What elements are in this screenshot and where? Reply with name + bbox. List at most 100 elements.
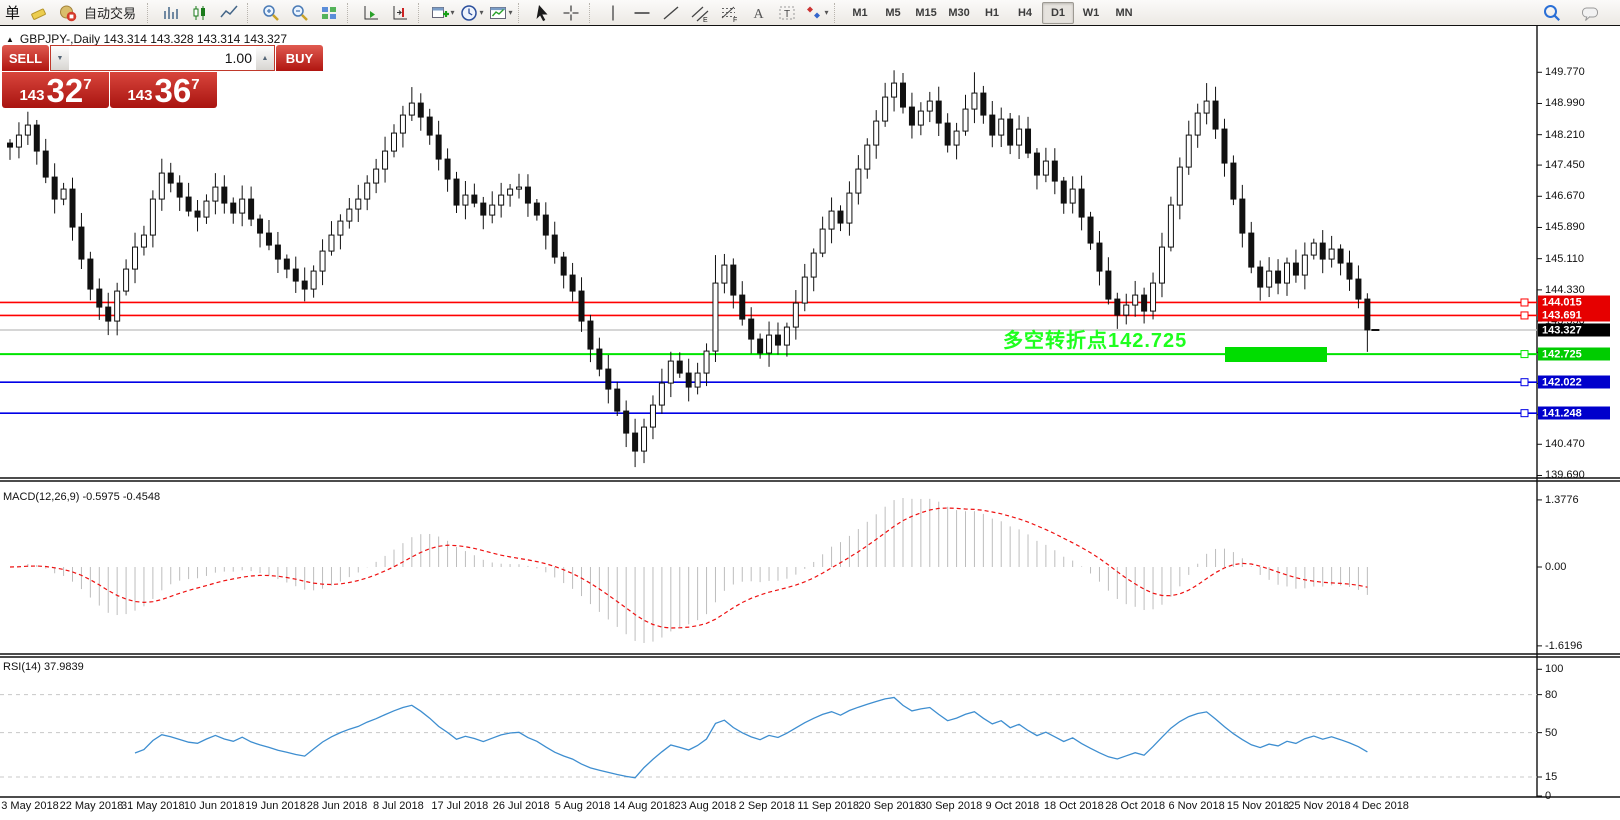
hline-price-label: 142.725	[1538, 347, 1610, 361]
rsi-axis-tick: 80	[1545, 688, 1558, 701]
hline-anchor[interactable]	[1520, 378, 1529, 387]
hline-price-label: 142.022	[1538, 375, 1610, 389]
timeframe-m1-button[interactable]: M1	[852, 6, 868, 19]
vline-icon	[612, 5, 614, 20]
chat-button[interactable]	[1576, 1, 1604, 25]
auto-trading-label: 自动交易	[84, 6, 137, 21]
price-axis-tick: 148.990	[1545, 97, 1585, 110]
svg-text:E: E	[703, 17, 708, 23]
chart-shift-button[interactable]	[386, 1, 414, 25]
crosshair-icon	[563, 5, 579, 20]
price-axis-tick: 140.470	[1545, 438, 1585, 451]
buy-price-big: 36	[154, 72, 192, 109]
indicators-template-button[interactable]: ▾	[486, 1, 514, 25]
bar-chart-button[interactable]	[157, 1, 185, 25]
timeframe-m5-button[interactable]: M5	[885, 6, 901, 19]
equidistant-channel-button[interactable]: E	[686, 1, 714, 25]
current-price-label: 143.327	[1538, 323, 1610, 337]
labelT-icon: T	[779, 6, 795, 20]
date-axis-tick: 3 May 2018	[1, 800, 59, 812]
date-axis-tick: 28 Jun 2018	[306, 800, 368, 812]
toolbar-separator	[147, 2, 153, 23]
timeframe-h1-button[interactable]: H1	[984, 6, 1000, 19]
macd-axis-tick: -1.6196	[1545, 639, 1583, 652]
dropdown-arrow-icon[interactable]: ▾	[450, 8, 455, 17]
crosshair-button[interactable]	[557, 1, 585, 25]
timeframe-d1-button[interactable]: D1	[1042, 1, 1075, 24]
toolbar-separator	[347, 2, 353, 23]
newchart-icon	[431, 6, 449, 18]
toolbar-separator	[247, 2, 253, 23]
sell-price-display[interactable]: 143 32 7	[2, 72, 109, 108]
hline-anchor[interactable]	[1520, 311, 1529, 320]
hline-price-label: 143.691	[1538, 308, 1610, 322]
hline-anchor[interactable]	[1520, 350, 1529, 359]
hline-anchor[interactable]	[1520, 409, 1529, 418]
auto-scroll-button[interactable]	[357, 1, 385, 25]
vertical-line-button[interactable]	[599, 1, 627, 25]
dropdown-arrow-icon[interactable]: ▾	[508, 8, 513, 17]
price-axis-tick: 145.110	[1545, 252, 1584, 265]
zoom-out-button[interactable]	[286, 1, 314, 25]
new-chart-button[interactable]: ▾	[428, 1, 456, 25]
zoomin-icon	[263, 4, 279, 21]
dropdown-arrow-icon[interactable]: ▾	[479, 8, 484, 17]
volume-increase-button[interactable]: ▲	[256, 46, 274, 70]
template-icon	[489, 6, 506, 19]
date-axis-tick: 15 Nov 2018	[1226, 800, 1290, 812]
date-axis-tick: 18 Oct 2018	[1043, 800, 1104, 812]
toolbar-separator	[834, 2, 840, 23]
date-axis-tick: 31 May 2018	[120, 800, 185, 812]
date-axis-tick: 19 Jun 2018	[245, 800, 306, 812]
volume-stepper: ▼ ▲	[50, 45, 275, 71]
svg-text:A: A	[754, 7, 765, 22]
buy-button[interactable]: BUY	[276, 45, 323, 71]
text-button[interactable]: A	[744, 1, 772, 25]
periods-button[interactable]: ▾	[457, 1, 485, 25]
date-axis-tick: 8 Jul 2018	[373, 800, 424, 812]
cursor-button[interactable]	[528, 1, 556, 25]
price-axis-tick: 139.690	[1545, 469, 1585, 482]
green-rectangle-object[interactable]	[1225, 347, 1327, 362]
date-axis-tick: 22 May 2018	[59, 800, 124, 812]
hline-icon	[634, 11, 650, 14]
hline-price-label: 141.248	[1538, 406, 1610, 420]
volume-decrease-button[interactable]: ▼	[51, 46, 69, 70]
volume-input[interactable]	[69, 46, 256, 70]
trendline-button[interactable]	[657, 1, 685, 25]
erase-objects-button[interactable]	[25, 1, 53, 25]
channel-icon: E	[691, 6, 709, 23]
search-button[interactable]	[1538, 1, 1566, 25]
shift-icon	[393, 5, 408, 19]
sell-button[interactable]: SELL	[2, 45, 49, 71]
timeframe-h4-button[interactable]: H4	[1017, 6, 1033, 19]
chat-icon	[1582, 7, 1598, 21]
buy-price-display[interactable]: 143 36 7	[110, 72, 217, 108]
timeframe-w1-button[interactable]: W1	[1082, 6, 1100, 19]
hline-anchor[interactable]	[1520, 298, 1529, 307]
zoom-in-button[interactable]	[257, 1, 285, 25]
timeframe-m15-button[interactable]: M15	[915, 6, 937, 19]
sell-price-sup: 7	[83, 76, 92, 93]
text-label-button[interactable]: T	[773, 1, 801, 25]
new-order-button-partial[interactable]: 单	[5, 5, 21, 22]
fibonacci-retracement-button[interactable]: F	[715, 1, 743, 25]
line-chart-button[interactable]	[215, 1, 243, 25]
candles-icon	[193, 5, 206, 20]
horizontal-line-button[interactable]	[628, 1, 656, 25]
timeframe-mn-button[interactable]: MN	[1115, 6, 1133, 19]
date-axis-tick: 10 Jun 2018	[183, 800, 245, 812]
tile-windows-button[interactable]	[315, 1, 343, 25]
timeframe-m30-button[interactable]: M30	[948, 6, 970, 19]
dropdown-arrow-icon[interactable]: ▾	[824, 8, 829, 17]
date-axis-tick: 25 Nov 2018	[1288, 800, 1351, 812]
collapse-triangle-icon[interactable]: ▲	[6, 34, 14, 44]
chart-title: ▲ GBPJPY-,Daily 143.314 143.328 143.314 …	[6, 32, 287, 46]
auto-trading-button[interactable]: 自动交易	[54, 2, 143, 24]
shapes-icon	[806, 6, 820, 18]
svg-text:F: F	[733, 17, 737, 23]
price-axis-tick: 144.330	[1545, 283, 1585, 296]
arrow-objects-button[interactable]: ▾	[802, 1, 830, 25]
candlestick-chart-button[interactable]	[186, 1, 214, 25]
